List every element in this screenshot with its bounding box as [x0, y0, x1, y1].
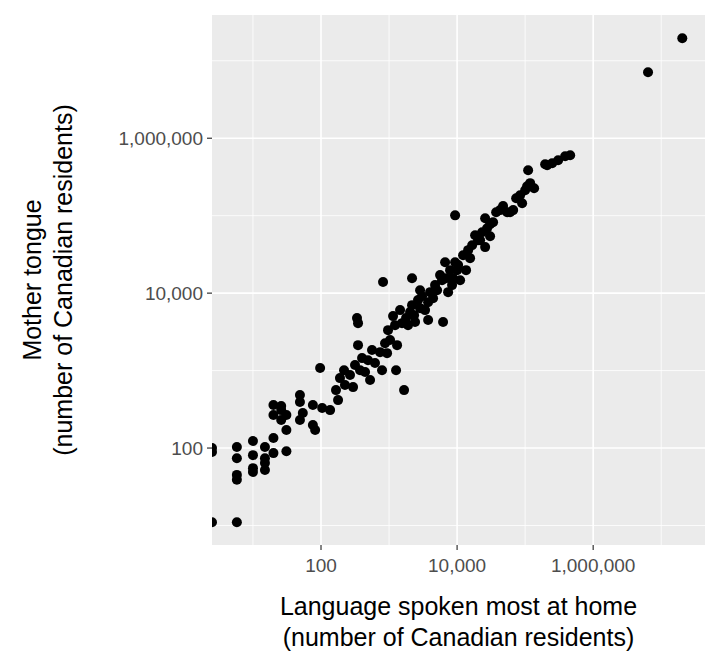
- minor-grid-x: [661, 15, 662, 545]
- tick-label-y: 1,000,000: [118, 128, 203, 149]
- point: [465, 253, 475, 263]
- minor-grid-x: [389, 15, 390, 545]
- point: [432, 285, 442, 295]
- grid-line-y: [212, 137, 705, 139]
- point: [268, 433, 278, 443]
- point: [485, 231, 495, 241]
- grid-line-y: [212, 292, 705, 294]
- grid-line-x: [320, 15, 322, 545]
- point: [295, 397, 305, 407]
- point: [298, 408, 308, 418]
- point: [677, 33, 687, 43]
- point: [370, 358, 380, 368]
- point: [523, 165, 533, 175]
- point: [315, 363, 325, 373]
- point: [232, 475, 242, 485]
- point: [281, 446, 291, 456]
- point: [348, 382, 358, 392]
- point: [212, 517, 217, 527]
- point: [415, 285, 425, 295]
- y-axis-title: Mother tongue(number of Canadian residen…: [18, 104, 77, 456]
- point: [310, 425, 320, 435]
- point: [448, 273, 458, 283]
- point: [488, 217, 498, 227]
- point: [232, 453, 242, 463]
- tick-y: [207, 138, 212, 139]
- point: [407, 273, 417, 283]
- point: [248, 450, 258, 460]
- point: [325, 405, 335, 415]
- tick-label-x: 1,000,000: [551, 555, 636, 576]
- point: [333, 395, 343, 405]
- tick-label-y: 100: [171, 438, 203, 459]
- point: [232, 517, 242, 527]
- point: [395, 305, 405, 315]
- panel-background: [212, 15, 705, 545]
- point: [378, 277, 388, 287]
- point: [345, 370, 355, 380]
- tick-label-y: 10,000: [145, 283, 203, 304]
- point: [232, 442, 242, 452]
- point: [248, 467, 258, 477]
- point: [391, 365, 401, 375]
- tick-x: [320, 545, 321, 550]
- tick-label-x: 100: [305, 555, 337, 576]
- point: [643, 67, 653, 77]
- point: [423, 315, 433, 325]
- grid: [212, 15, 705, 545]
- point: [508, 205, 518, 215]
- points: [212, 33, 687, 527]
- point: [260, 465, 270, 475]
- tick-y: [207, 447, 212, 448]
- point: [353, 318, 363, 328]
- point: [365, 375, 375, 385]
- point: [377, 365, 387, 375]
- point: [565, 150, 575, 160]
- point: [440, 257, 450, 267]
- minor-grid-x: [525, 15, 526, 545]
- point: [438, 317, 448, 327]
- minor-grid-y: [212, 370, 705, 371]
- minor-grid-y: [212, 60, 705, 61]
- x-axis-title: Language spoken most at home(number of C…: [280, 592, 637, 651]
- point: [529, 183, 539, 193]
- grid-line-x: [592, 15, 594, 545]
- chart: 100 10,000 1,000,000 100 10,000 1,000,000 Lang…: [0, 0, 720, 672]
- point: [268, 448, 278, 458]
- tick-x: [456, 545, 457, 550]
- point: [382, 348, 392, 358]
- point: [450, 210, 460, 220]
- tick-x: [593, 545, 594, 550]
- point: [392, 340, 402, 350]
- point: [461, 265, 471, 275]
- point: [331, 385, 341, 395]
- point: [281, 425, 291, 435]
- tick-y: [207, 293, 212, 294]
- tick-label-x: 10,000: [428, 555, 486, 576]
- point: [260, 442, 270, 452]
- point: [281, 410, 291, 420]
- point: [480, 242, 490, 252]
- point: [353, 340, 363, 350]
- point: [399, 385, 409, 395]
- point: [212, 447, 217, 457]
- point: [308, 400, 318, 410]
- point: [410, 317, 420, 327]
- point: [248, 436, 258, 446]
- point: [517, 198, 527, 208]
- minor-grid-y: [212, 525, 705, 526]
